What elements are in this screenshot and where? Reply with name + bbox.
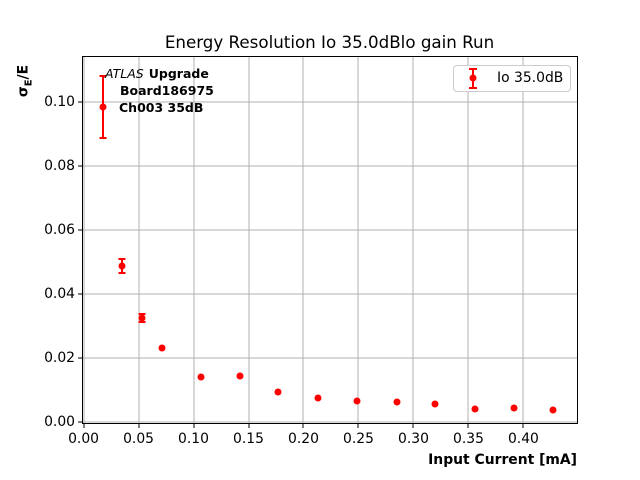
errorbar-legend-dot	[469, 74, 476, 82]
x-tick-mark	[467, 424, 469, 428]
gridline-vertical	[248, 57, 249, 423]
gridline-horizontal	[83, 229, 577, 231]
x-tick-mark	[302, 424, 304, 428]
y-axis-label: σE/E	[16, 65, 35, 97]
legend: Io 35.0dB	[453, 64, 571, 92]
x-tick-label: 0.10	[178, 431, 209, 447]
x-tick-mark	[138, 424, 140, 428]
y-axis-label-subscript: E	[23, 79, 35, 87]
x-tick-label: 0.00	[68, 431, 100, 447]
y-axis-label-sigma: σ	[15, 86, 32, 98]
gridline-vertical	[467, 57, 469, 423]
x-tick-mark	[357, 424, 359, 428]
gridline-vertical	[412, 57, 414, 423]
data-point	[236, 372, 244, 380]
y-tick-label: 0.10	[44, 93, 75, 110]
data-point	[549, 406, 557, 414]
data-point	[431, 400, 439, 408]
error-bar-cap	[118, 257, 126, 260]
data-point	[99, 103, 107, 111]
gridline-vertical	[83, 57, 85, 423]
x-axis-label: Input Current [mA]	[428, 452, 577, 468]
x-tick-label: 0.15	[233, 431, 264, 447]
gridline-horizontal	[83, 165, 577, 167]
annotation-tag: Upgrade	[148, 65, 209, 81]
y-tick-mark	[78, 421, 82, 423]
y-tick-label: 0.00	[44, 414, 75, 431]
y-axis-label-rest: /E	[15, 64, 32, 80]
y-tick-label: 0.04	[44, 286, 75, 303]
data-point	[118, 262, 126, 270]
y-tick-mark	[78, 293, 82, 295]
gridline-vertical	[193, 57, 195, 423]
error-bar-cap	[99, 74, 107, 77]
gridline-vertical	[522, 57, 524, 423]
data-point	[471, 405, 479, 413]
chart-title: Energy Resolution Io 35.0dBlo gain Run	[164, 32, 495, 52]
y-tick-mark	[78, 229, 82, 231]
y-tick-label: 0.06	[44, 222, 75, 239]
data-point	[138, 314, 146, 322]
error-bar-cap	[99, 137, 107, 140]
x-tick-mark	[522, 424, 524, 428]
annotation-channel: Ch003 35dB	[119, 99, 204, 115]
x-tick-label: 0.35	[452, 431, 484, 447]
data-point	[353, 397, 361, 405]
x-tick-label: 0.30	[398, 431, 429, 447]
error-bar-cap	[138, 321, 146, 324]
x-tick-label: 0.05	[123, 431, 154, 447]
data-point	[393, 398, 401, 406]
gridline-horizontal	[83, 293, 577, 295]
error-bar-cap	[138, 313, 146, 316]
gridline-vertical	[302, 57, 304, 423]
annotation-board: Board186975	[120, 82, 214, 98]
gridline-vertical	[357, 57, 359, 423]
x-tick-label: 0.40	[507, 431, 539, 447]
x-tick-mark	[412, 424, 414, 428]
y-tick-mark	[78, 357, 82, 359]
errorbar-legend-icon	[466, 67, 479, 89]
gridline-horizontal	[83, 101, 577, 103]
y-tick-mark	[78, 165, 82, 167]
data-point	[314, 394, 322, 402]
data-point	[510, 404, 518, 412]
x-tick-label: 0.25	[343, 431, 374, 447]
x-tick-mark	[83, 424, 85, 428]
y-tick-label: 0.02	[44, 350, 75, 367]
x-tick-mark	[248, 424, 249, 428]
data-point	[274, 388, 282, 396]
gridline-vertical	[138, 57, 140, 423]
errorbar-legend-cap-top	[468, 67, 477, 70]
legend-label: Io 35.0dB	[497, 70, 564, 86]
y-tick-label: 0.08	[44, 157, 75, 174]
error-bar-cap	[118, 272, 126, 275]
x-tick-mark	[193, 424, 195, 428]
plot-area: 0.00 0.05 0.10 0.15 0.20 0.25 0.30 0.35 0.40 0.00…	[44, 56, 578, 446]
x-tick-label: 0.20	[288, 431, 319, 447]
y-tick-mark	[78, 101, 82, 103]
errorbar-legend-cap-bottom	[468, 86, 477, 89]
data-point	[158, 344, 166, 352]
gridline-horizontal	[83, 421, 577, 423]
annotation-experiment: ATLAS	[105, 65, 144, 81]
gridline-horizontal	[83, 357, 577, 359]
data-point	[197, 373, 205, 381]
annotation-line-1: ATLAS Upgrade	[105, 67, 209, 80]
